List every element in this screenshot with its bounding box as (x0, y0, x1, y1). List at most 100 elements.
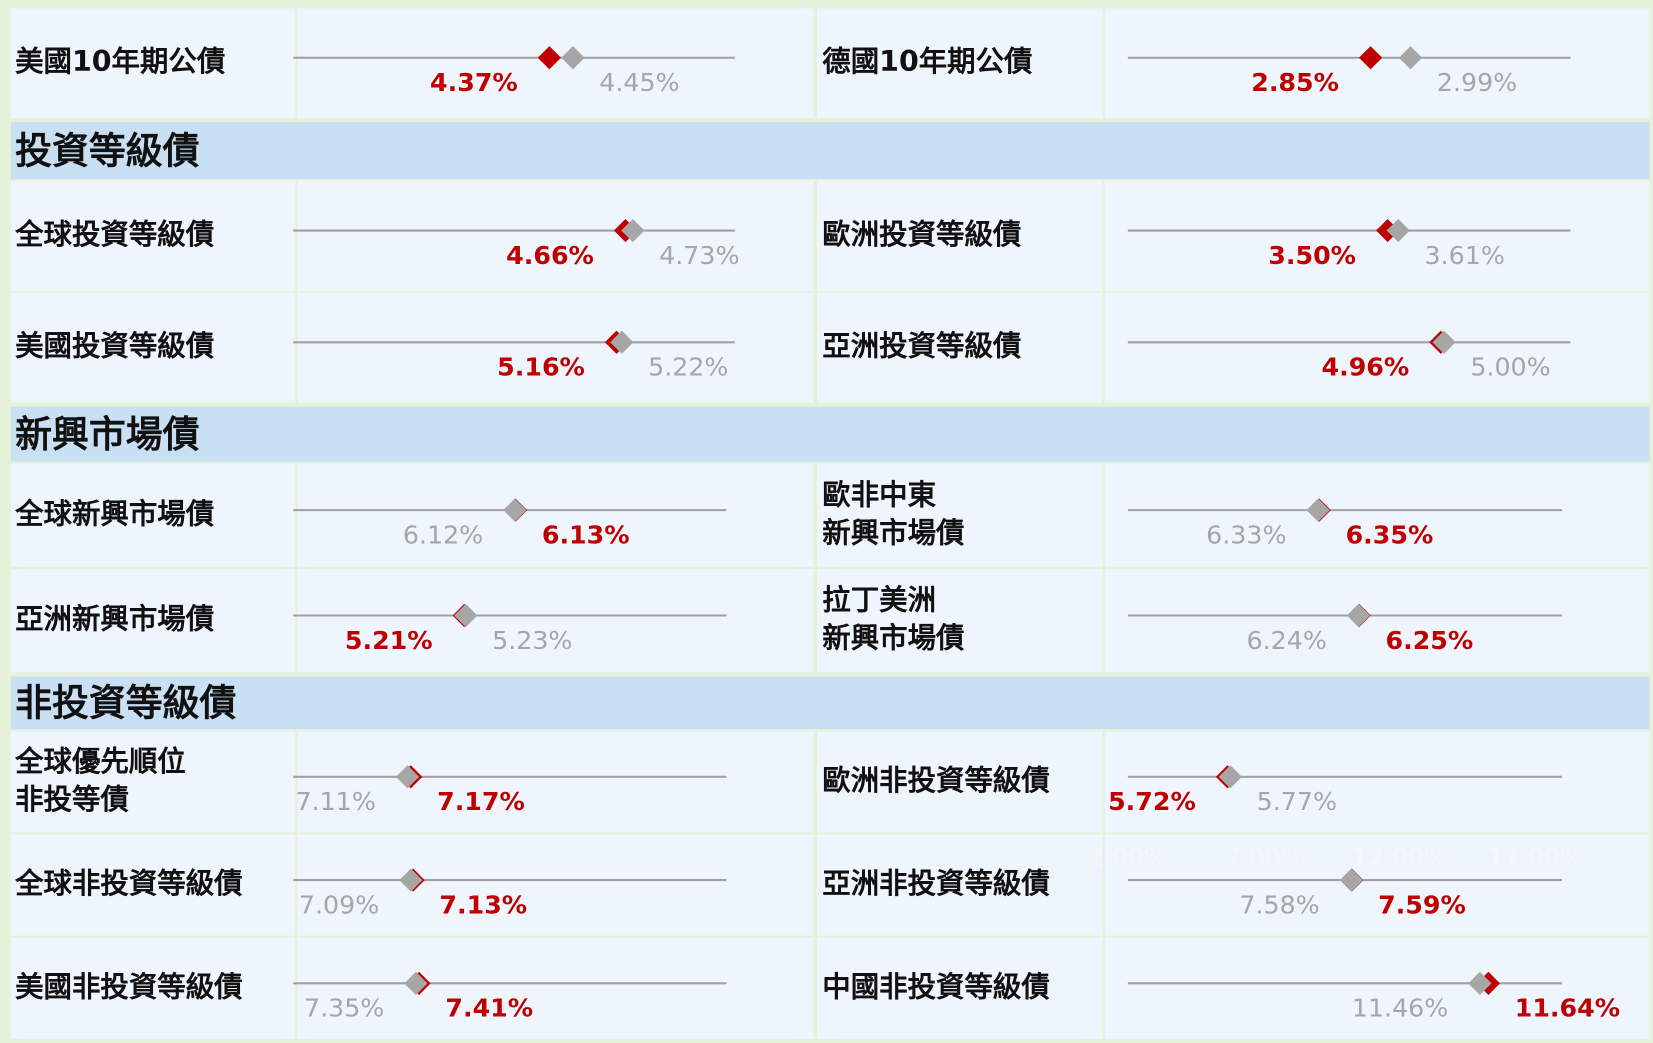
label-cell (817, 292, 1103, 403)
row-label: 美國非投資等級債 (15, 970, 243, 1003)
previous-value-label: 6.12% (403, 520, 483, 549)
row-label: 歐洲投資等級債 (822, 218, 1022, 251)
previous-marker (1398, 46, 1423, 70)
label-cell (10, 834, 296, 936)
previous-value-label: 11.46% (1352, 994, 1448, 1023)
row-label: 亞洲新興市場債 (15, 603, 215, 636)
label-cell (10, 937, 296, 1039)
current-value-label: 7.41% (445, 994, 533, 1023)
chart-cell (1104, 8, 1650, 119)
chart-cell (297, 8, 814, 119)
current-value-label: 4.66% (506, 241, 594, 270)
previous-value-label: 5.00% (1470, 353, 1550, 382)
row-label: 全球新興市場債 (14, 497, 215, 530)
chart-cell (297, 292, 814, 403)
previous-marker (610, 330, 634, 354)
section-title: 非投資等級債 (15, 681, 236, 724)
current-value-label: 5.72% (1108, 787, 1196, 816)
row-label: 新興市場債 (822, 622, 965, 655)
previous-marker (561, 46, 585, 70)
row-label: 全球投資等級債 (14, 218, 215, 251)
previous-marker (399, 868, 423, 892)
chart-cell (297, 937, 814, 1039)
previous-value-label: 4.73% (659, 241, 739, 270)
previous-value-label: 7.09% (299, 890, 379, 919)
axis-label: 12.00% (1352, 843, 1448, 872)
previous-value-label: 5.77% (1257, 787, 1337, 816)
previous-value-label: 5.23% (492, 626, 572, 655)
section-header (10, 676, 1650, 730)
current-marker (537, 46, 561, 70)
chart-cell (297, 731, 814, 833)
current-value-label: 7.59% (1378, 890, 1466, 919)
previous-value-label: 6.24% (1247, 626, 1327, 655)
section-title: 投資等級債 (15, 129, 200, 172)
current-value-label: 7.17% (437, 787, 525, 816)
previous-value-label: 7.11% (296, 787, 376, 816)
chart-cell (1104, 181, 1650, 291)
current-value-label: 4.96% (1322, 353, 1410, 382)
row-label: 德國10年期公債 (822, 45, 1033, 78)
chart-cell (1104, 569, 1650, 673)
chart-cell (1104, 731, 1650, 833)
previous-value-label: 3.61% (1425, 241, 1505, 270)
row-label: 中國非投資等級債 (822, 970, 1050, 1003)
axis-label: 17.00% (1487, 843, 1583, 872)
previous-marker (503, 498, 527, 522)
label-cell (10, 731, 296, 833)
row-label: 亞洲非投資等級債 (822, 867, 1050, 900)
row-label: 歐非中東 (822, 478, 936, 511)
previous-value-label: 7.58% (1239, 890, 1319, 919)
label-cell (10, 8, 296, 119)
label-cell (817, 8, 1103, 119)
row-label: 全球非投資等級債 (14, 867, 243, 900)
previous-value-label: 4.45% (599, 68, 679, 97)
previous-value-label: 2.99% (1437, 68, 1517, 97)
previous-marker (621, 218, 645, 243)
previous-marker (404, 971, 428, 995)
current-value-label: 4.37% (430, 68, 518, 97)
current-value-label: 6.13% (542, 520, 630, 549)
current-value-label: 6.35% (1346, 520, 1434, 549)
previous-marker (1468, 971, 1492, 995)
label-cell (817, 937, 1103, 1039)
current-marker (1358, 46, 1383, 70)
row-label: 亞洲投資等級債 (822, 330, 1022, 363)
current-value-label: 6.25% (1386, 626, 1474, 655)
label-cell (10, 463, 296, 567)
previous-value-label: 7.35% (304, 994, 384, 1023)
row-label: 非投等債 (15, 783, 129, 816)
chart-cell (297, 569, 814, 673)
current-value-label: 11.64% (1515, 994, 1620, 1023)
label-cell (10, 292, 296, 403)
previous-marker (1386, 218, 1410, 243)
row-label: 歐洲非投資等級債 (822, 764, 1050, 797)
section-header (10, 122, 1650, 180)
current-value-label: 2.85% (1251, 68, 1339, 97)
current-value-label: 5.16% (497, 353, 585, 382)
previous-value-label: 6.33% (1206, 520, 1286, 549)
previous-value-label: 5.22% (648, 353, 728, 382)
axis-label: 7.00% (1225, 843, 1305, 872)
label-cell (10, 181, 296, 291)
label-cell (817, 569, 1103, 673)
previous-marker (1306, 498, 1330, 522)
chart-cell (1104, 463, 1650, 567)
current-value-label: 5.21% (345, 626, 433, 655)
row-label: 新興市場債 (822, 516, 965, 549)
chart-cell (1104, 834, 1650, 936)
current-value-label: 7.13% (439, 890, 527, 919)
axis-label: 2.00% (1088, 843, 1168, 872)
previous-marker (1346, 603, 1371, 628)
row-label: 全球優先順位 (14, 745, 186, 778)
current-value-label: 3.50% (1268, 241, 1356, 270)
label-cell (817, 731, 1103, 833)
chart-cell (1104, 937, 1650, 1039)
chart-cell (297, 463, 814, 567)
label-cell (817, 463, 1103, 567)
section-title: 新興市場債 (15, 413, 200, 456)
label-cell (817, 181, 1103, 291)
label-cell (817, 834, 1103, 936)
previous-marker (1339, 868, 1363, 892)
